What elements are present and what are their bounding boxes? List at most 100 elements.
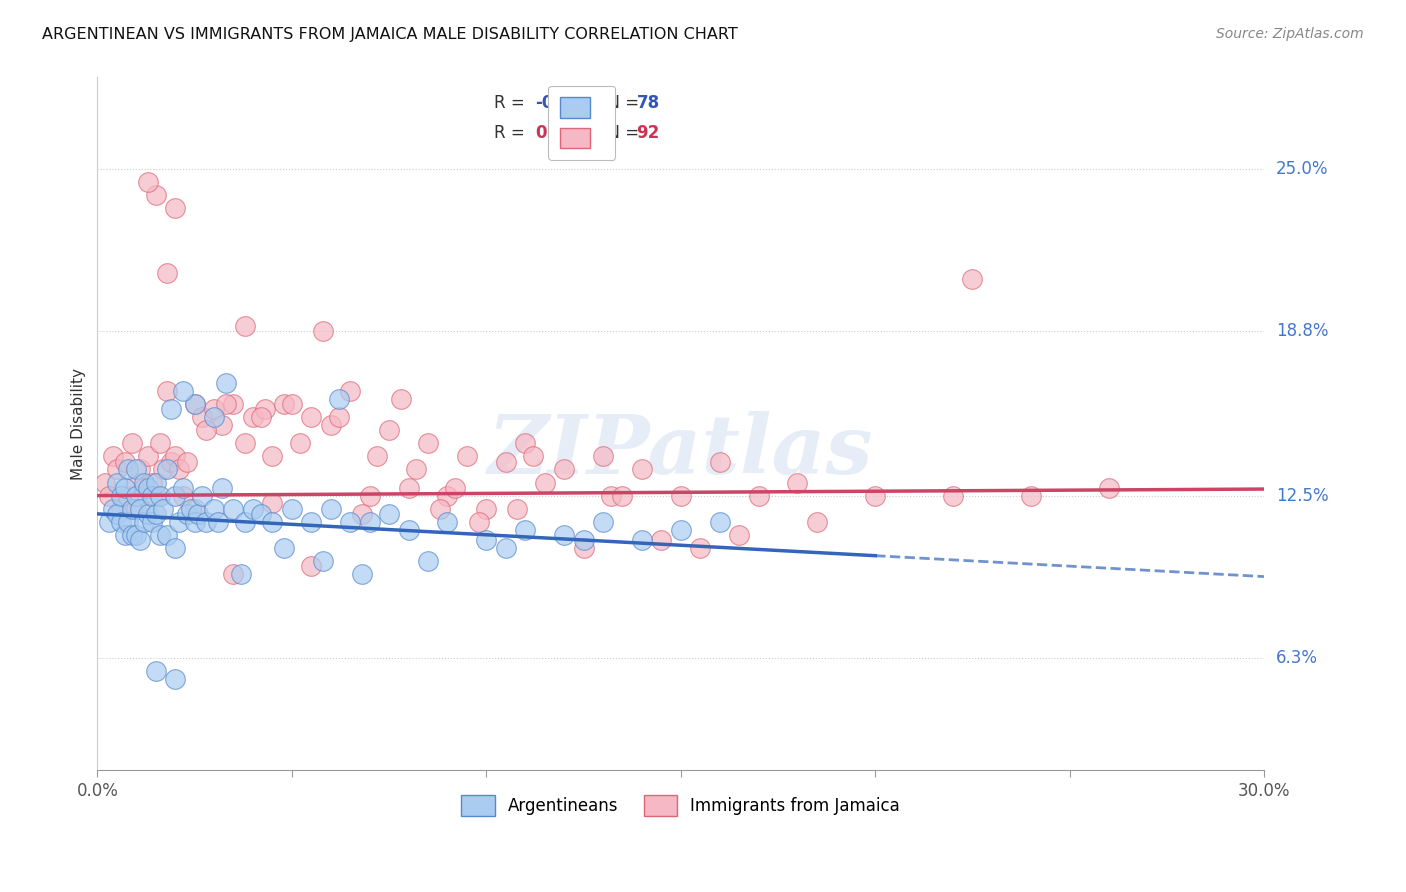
Point xyxy=(165,672,187,686)
Point xyxy=(202,402,225,417)
Point xyxy=(553,528,575,542)
Point xyxy=(281,397,304,411)
Point xyxy=(709,515,731,529)
Point xyxy=(748,489,770,503)
Point xyxy=(160,402,183,417)
Point xyxy=(599,489,621,503)
Point xyxy=(249,507,271,521)
Point xyxy=(207,515,229,529)
Point xyxy=(242,410,264,425)
Point xyxy=(350,507,373,521)
Point xyxy=(149,436,172,450)
Point xyxy=(350,566,373,581)
Point xyxy=(709,455,731,469)
Point xyxy=(475,533,498,547)
Point xyxy=(467,515,489,529)
Point xyxy=(110,515,132,529)
Point xyxy=(359,489,381,503)
Point xyxy=(125,462,148,476)
Point xyxy=(121,501,143,516)
Point xyxy=(416,436,439,450)
Y-axis label: Male Disability: Male Disability xyxy=(72,368,86,480)
Point xyxy=(495,541,517,555)
Point xyxy=(312,554,335,568)
Point xyxy=(136,481,159,495)
Point xyxy=(149,528,172,542)
Point xyxy=(129,501,152,516)
Point xyxy=(339,515,361,529)
Point xyxy=(149,489,172,503)
Point xyxy=(167,462,190,476)
Point xyxy=(689,541,711,555)
Point xyxy=(233,318,256,333)
Text: R =: R = xyxy=(494,94,530,112)
Point xyxy=(273,541,295,555)
Point xyxy=(319,501,342,516)
Point xyxy=(572,533,595,547)
Point xyxy=(612,489,634,503)
Point xyxy=(105,507,128,521)
Point xyxy=(132,475,155,490)
Point xyxy=(183,397,205,411)
Point xyxy=(183,397,205,411)
Point xyxy=(533,475,555,490)
Point xyxy=(141,475,163,490)
Point xyxy=(172,481,194,495)
Point xyxy=(165,201,187,215)
Point xyxy=(253,402,276,417)
Point xyxy=(398,481,420,495)
Point xyxy=(1097,481,1119,495)
Text: 6.3%: 6.3% xyxy=(1275,648,1317,666)
Point xyxy=(631,533,654,547)
Point xyxy=(378,423,401,437)
Point xyxy=(145,489,167,503)
Text: 78: 78 xyxy=(637,94,659,112)
Point xyxy=(1019,489,1042,503)
Text: 18.8%: 18.8% xyxy=(1275,322,1329,340)
Text: 25.0%: 25.0% xyxy=(1275,160,1329,178)
Text: Source: ZipAtlas.com: Source: ZipAtlas.com xyxy=(1216,27,1364,41)
Point xyxy=(553,462,575,476)
Point xyxy=(436,515,458,529)
Point xyxy=(202,410,225,425)
Point xyxy=(176,455,198,469)
Point xyxy=(191,410,214,425)
Legend: Argentineans, Immigrants from Jamaica: Argentineans, Immigrants from Jamaica xyxy=(453,787,908,824)
Point xyxy=(156,267,179,281)
Point xyxy=(262,450,284,464)
Point xyxy=(125,528,148,542)
Point xyxy=(669,523,692,537)
Point xyxy=(125,501,148,516)
Point xyxy=(319,417,342,432)
Point xyxy=(195,423,218,437)
Point xyxy=(132,515,155,529)
Point xyxy=(176,507,198,521)
Point xyxy=(129,462,152,476)
Text: N =: N = xyxy=(596,94,644,112)
Point xyxy=(145,188,167,202)
Point xyxy=(215,376,238,391)
Point xyxy=(117,489,139,503)
Text: 0.008: 0.008 xyxy=(534,124,588,142)
Point xyxy=(202,501,225,516)
Point xyxy=(522,450,544,464)
Text: N =: N = xyxy=(596,124,644,142)
Point xyxy=(429,501,451,516)
Text: 12.5%: 12.5% xyxy=(1275,487,1329,505)
Point xyxy=(141,515,163,529)
Point xyxy=(231,566,253,581)
Point xyxy=(515,436,537,450)
Point xyxy=(165,541,187,555)
Point xyxy=(156,528,179,542)
Point xyxy=(172,384,194,398)
Point xyxy=(288,436,311,450)
Point xyxy=(180,501,202,516)
Point xyxy=(187,507,209,521)
Point xyxy=(211,417,233,432)
Text: ZIPatlas: ZIPatlas xyxy=(488,411,873,491)
Point xyxy=(105,462,128,476)
Point xyxy=(328,392,350,406)
Point xyxy=(339,384,361,398)
Point xyxy=(167,515,190,529)
Point xyxy=(136,450,159,464)
